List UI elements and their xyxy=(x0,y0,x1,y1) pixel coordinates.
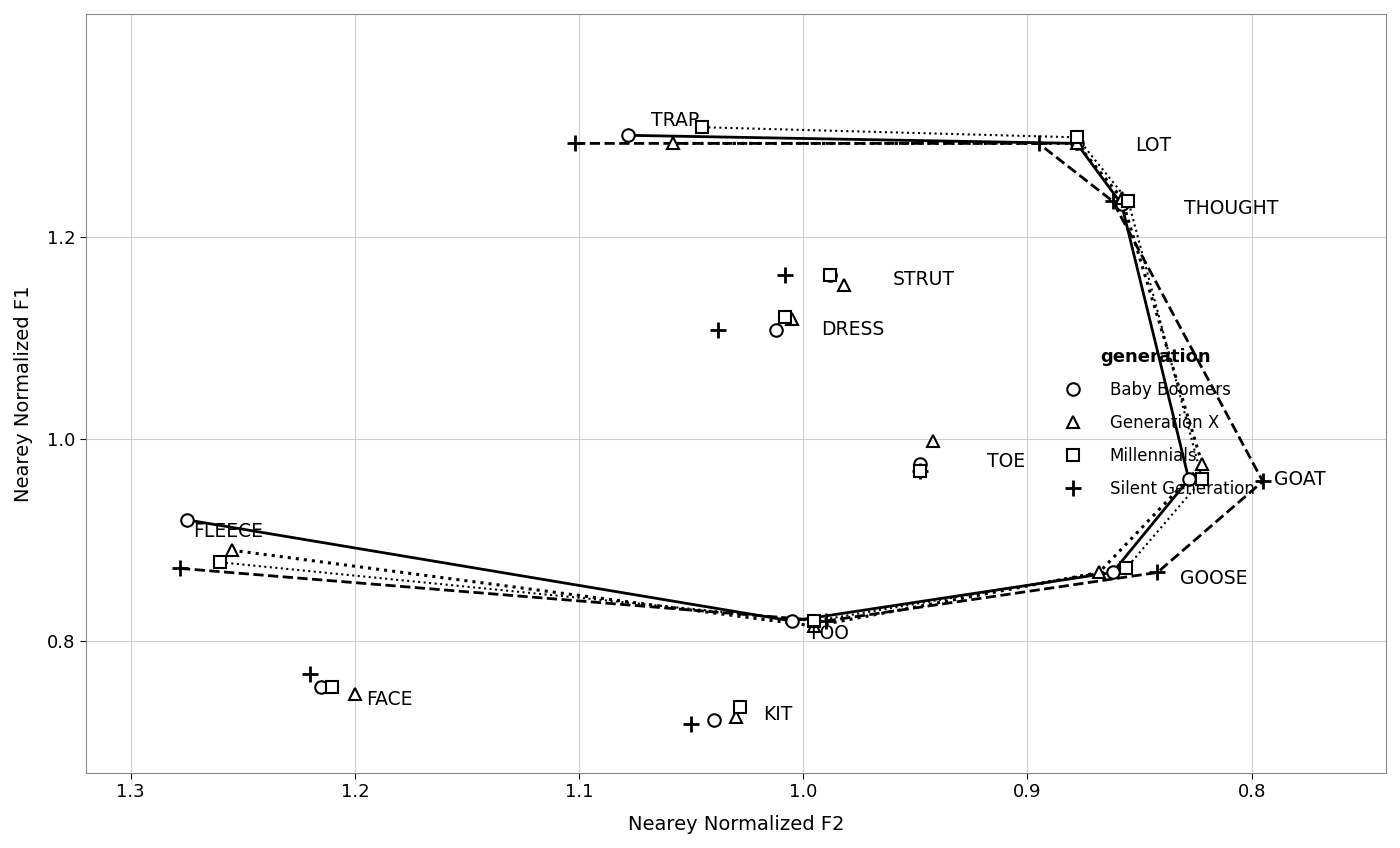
Text: KIT: KIT xyxy=(763,705,792,723)
Text: GOOSE: GOOSE xyxy=(1180,569,1247,588)
X-axis label: Nearey Normalized F2: Nearey Normalized F2 xyxy=(627,815,844,834)
Text: LOT: LOT xyxy=(1135,136,1172,155)
Text: GOAT: GOAT xyxy=(1274,470,1326,488)
Text: DRESS: DRESS xyxy=(822,320,885,339)
Text: TOO: TOO xyxy=(808,623,848,643)
Legend: Baby Boomers, Generation X, Millennials, Silent Generation: Baby Boomers, Generation X, Millennials,… xyxy=(1050,341,1261,505)
Y-axis label: Nearey Normalized F1: Nearey Normalized F1 xyxy=(14,285,32,502)
Text: TRAP: TRAP xyxy=(651,110,699,130)
Text: TOE: TOE xyxy=(987,452,1025,471)
Text: STRUT: STRUT xyxy=(893,270,955,288)
Text: FACE: FACE xyxy=(365,690,413,710)
Text: THOUGHT: THOUGHT xyxy=(1184,198,1278,218)
Text: FLEECE: FLEECE xyxy=(193,522,263,542)
